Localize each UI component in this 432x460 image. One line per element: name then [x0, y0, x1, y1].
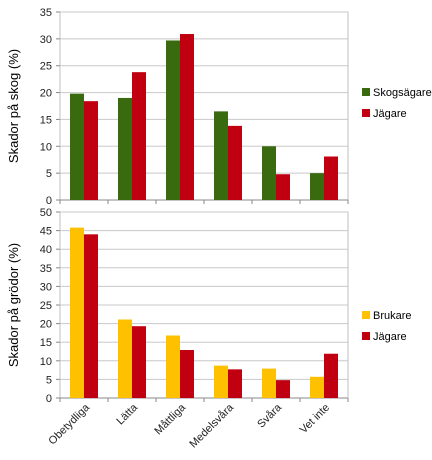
bar-0-0-5	[310, 173, 324, 200]
bar-1-1-3	[228, 369, 242, 398]
y-tick-label: 35	[40, 263, 52, 275]
y-tick-label: 50	[40, 207, 52, 219]
y-tick-label: 40	[40, 244, 52, 256]
bar-0-0-2	[166, 40, 180, 201]
y-tick-label: 5	[46, 168, 52, 180]
plot-area-0	[59, 11, 349, 201]
bar-1-1-1	[132, 326, 146, 398]
bar-0-0-3	[214, 111, 228, 200]
legend-label-0-1: Jägare	[373, 108, 407, 120]
y-tick-label: 25	[40, 300, 52, 312]
y-tick-label: 0	[46, 195, 52, 207]
bar-0-1-0	[84, 101, 98, 200]
y-tick-label: 5	[46, 374, 52, 386]
bar-1-0-4	[262, 368, 276, 398]
x-tick-label: Vet inte	[298, 402, 332, 436]
x-tick-label: Måttliga	[152, 401, 188, 437]
bar-1-0-5	[310, 376, 324, 398]
bar-1-1-2	[180, 350, 194, 398]
bar-0-1-3	[228, 125, 242, 200]
y-tick-label: 30	[40, 34, 52, 46]
bar-0-0-0	[70, 93, 84, 200]
bar-1-0-2	[166, 335, 180, 398]
legend-label-0-0: Skogsägare	[373, 87, 432, 99]
y-tick-label: 15	[40, 114, 52, 126]
x-tick-label: Svåra	[255, 401, 284, 430]
legend-label-1-0: Brukare	[373, 310, 412, 322]
x-tick-label: Medelsvåra	[187, 401, 236, 450]
y-tick-label: 20	[40, 319, 52, 331]
legend-swatch-1-0	[362, 311, 370, 319]
y-axis-label-0: Skador på skog (%)	[6, 49, 21, 163]
bar-0-1-4	[276, 174, 290, 200]
bar-1-1-5	[324, 353, 338, 398]
bar-1-0-3	[214, 365, 228, 398]
bar-1-1-0	[84, 234, 98, 398]
bar-0-0-1	[118, 97, 132, 200]
y-axis-label-1: Skador på grödor (%)	[6, 243, 21, 367]
x-tick-label: Lätta	[114, 401, 140, 427]
legend-label-1-1: Jägare	[373, 331, 407, 343]
bar-0-0-4	[262, 146, 276, 200]
legend-swatch-1-1	[362, 332, 370, 340]
y-tick-label: 0	[46, 393, 52, 405]
bar-0-1-5	[324, 156, 338, 200]
bar-1-0-1	[118, 319, 132, 398]
y-tick-label: 20	[40, 88, 52, 100]
y-tick-label: 10	[40, 356, 52, 368]
y-tick-label: 45	[40, 226, 52, 238]
y-tick-label: 15	[40, 337, 52, 349]
legend-swatch-0-0	[362, 88, 370, 96]
bar-0-1-1	[132, 72, 146, 200]
y-tick-label: 25	[40, 61, 52, 73]
y-tick-label: 35	[40, 7, 52, 19]
bar-1-0-0	[70, 227, 84, 398]
bar-1-1-4	[276, 380, 290, 398]
y-tick-label: 30	[40, 281, 52, 293]
y-tick-label: 10	[40, 141, 52, 153]
bar-0-1-2	[180, 34, 194, 200]
x-tick-label: Obetydliga	[46, 401, 92, 447]
legend-swatch-0-1	[362, 109, 370, 117]
